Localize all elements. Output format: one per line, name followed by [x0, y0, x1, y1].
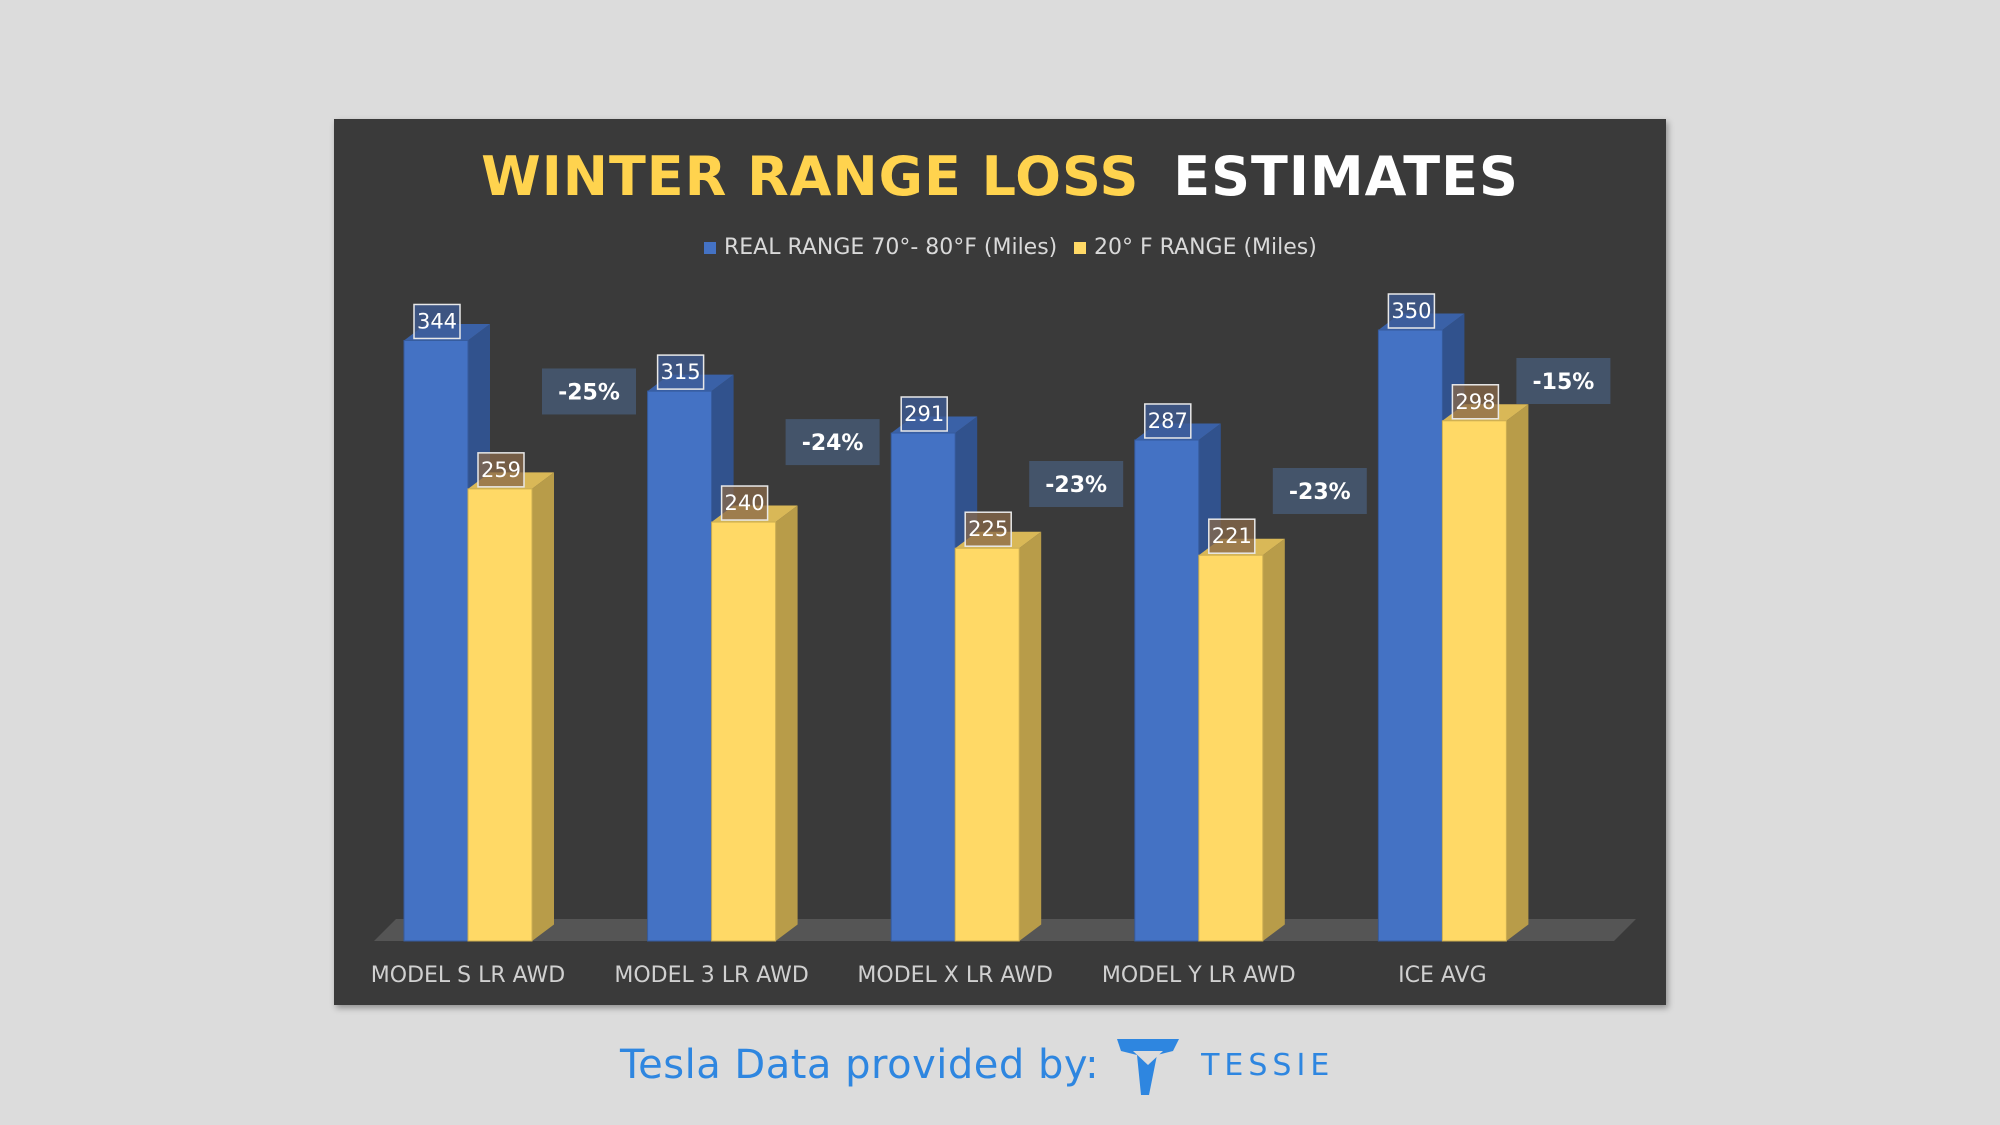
bar-winter-1-label-box [720, 485, 769, 521]
bar-winter-3-side [1262, 538, 1285, 941]
bar-winter-1-label: 240 [725, 491, 765, 515]
legend-swatch-1 [1074, 242, 1086, 254]
bar-real-2 [890, 432, 956, 942]
pct-change-2: -23% [1045, 473, 1107, 498]
bar-winter-3-label: 221 [1212, 524, 1252, 548]
bar-winter-4-label: 298 [1455, 390, 1495, 414]
category-label-1: MODEL 3 LR AWD [614, 963, 808, 988]
bar-real-1-label-box [656, 354, 705, 390]
category-label-4: ICE AVG [1398, 963, 1486, 988]
chart-legend: REAL RANGE 70°- 80°F (Miles) 20° F RANGE … [704, 235, 1317, 260]
footer-credit: Tesla Data provided by: TESSIE [620, 1030, 1334, 1100]
bar-real-4 [1377, 329, 1443, 942]
tessie-brand-text: TESSIE [1201, 1047, 1335, 1083]
category-label-0: MODEL S LR AWD [371, 963, 565, 988]
bar-real-0-label: 344 [417, 309, 457, 333]
bar-real-3 [1134, 439, 1200, 942]
pct-change-1: -24% [802, 431, 864, 456]
chart-bars [403, 313, 1529, 942]
chart-title-accent: WINTER RANGE LOSS [481, 145, 1139, 208]
category-label-2: MODEL X LR AWD [857, 963, 1053, 988]
bar-real-1 [647, 390, 713, 942]
bar-real-4-label-box [1387, 293, 1436, 329]
bar-winter-0-label: 259 [481, 458, 521, 482]
pct-change-box-2 [1029, 460, 1124, 507]
bar-winter-4-side [1506, 404, 1529, 942]
chart-title-main: ESTIMATES [1173, 145, 1519, 208]
pct-change-box-0 [542, 368, 636, 415]
bar-winter-3-label-box [1208, 518, 1256, 554]
pct-change-box-3 [1272, 467, 1367, 514]
legend-label-1: 20° F RANGE (Miles) [1094, 235, 1317, 260]
bar-winter-2-side [1019, 531, 1042, 941]
bar-real-2-label: 291 [904, 402, 944, 426]
bar-winter-4-label-box [1451, 384, 1500, 420]
pct-change-box-1 [785, 419, 880, 466]
bar-winter-0-side [532, 472, 554, 941]
bar-winter-0-label-box [477, 452, 525, 488]
chart-title: WINTER RANGE LOSS ESTIMATES [481, 145, 1519, 208]
pct-change-box-4 [1516, 358, 1611, 404]
pct-change-4: -15% [1533, 370, 1595, 395]
bar-winter-2 [954, 547, 1020, 942]
bar-winter-2-label: 225 [968, 517, 1008, 541]
tessie-logo-icon [1117, 1039, 1180, 1095]
bar-real-4-label: 350 [1391, 299, 1431, 323]
chart-panel: WINTER RANGE LOSS ESTIMATES REAL RANGE 7… [334, 119, 1666, 1005]
category-axis: MODEL S LR AWD MODEL 3 LR AWD MODEL X LR A… [371, 963, 1487, 988]
bar-real-3-label-box [1144, 403, 1192, 439]
bar-real-3-label: 287 [1148, 409, 1188, 433]
category-label-3: MODEL Y LR AWD [1102, 963, 1296, 988]
bar-real-2-label-box [900, 396, 948, 432]
bar-winter-2-label-box [964, 511, 1012, 547]
bar-real-0-label-box [413, 303, 461, 340]
legend-label-0: REAL RANGE 70°- 80°F (Miles) [724, 235, 1057, 260]
bar-winter-1 [711, 521, 777, 942]
bar-real-1-label: 315 [661, 360, 701, 384]
chart-svg: WINTER RANGE LOSS ESTIMATES REAL RANGE 7… [371, 145, 1636, 988]
chart-labels: 344 259 -25% 315 240 -24% 291 225 -23% 287 221 -23%… [413, 293, 1611, 554]
bar-winter-4 [1441, 420, 1507, 942]
bar-winter-3 [1198, 554, 1264, 942]
bar-real-0 [403, 339, 469, 942]
footer-label: Tesla Data provided by: [620, 1042, 1100, 1088]
bar-winter-0 [467, 488, 533, 942]
bar-winter-1-side [775, 505, 798, 941]
pct-change-0: -25% [558, 380, 620, 405]
legend-swatch-0 [704, 242, 716, 254]
pct-change-3: -23% [1289, 480, 1351, 505]
